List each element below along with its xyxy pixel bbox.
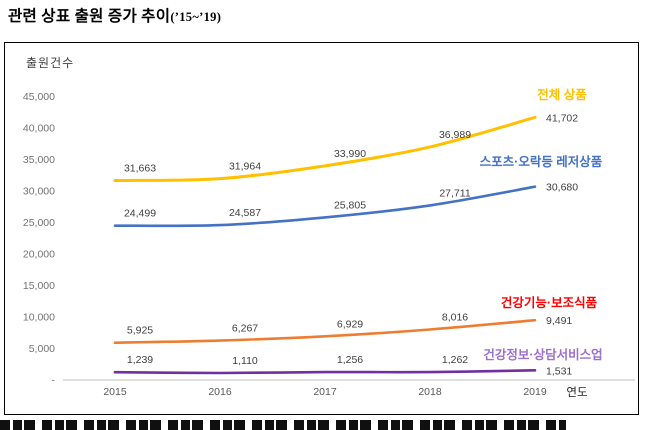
value-label: 36,989 <box>439 129 471 141</box>
x-tick-label: 2017 <box>313 386 337 398</box>
y-tick-label: 45,000 <box>23 91 55 103</box>
value-label: 6,267 <box>232 323 258 335</box>
y-tick-label: 25,000 <box>23 217 55 229</box>
y-axis-title: 출원건수 <box>26 56 74 70</box>
value-label: 8,016 <box>442 311 468 323</box>
value-label: 31,964 <box>229 161 261 173</box>
page-title-text: 관련 상표 출원 증가 추이 <box>8 8 171 25</box>
y-tick-label: 40,000 <box>23 123 55 135</box>
value-label: 1,262 <box>442 354 468 366</box>
value-label: 24,499 <box>124 208 156 220</box>
y-tick-label: 5,000 <box>29 343 55 355</box>
value-label: 31,663 <box>124 163 156 175</box>
series-name-label-0: 전체 상품 <box>537 87 587 102</box>
value-label: 1,110 <box>232 355 258 367</box>
value-label: 41,702 <box>546 112 578 124</box>
x-tick-label: 2019 <box>523 386 547 398</box>
x-tick-label: 2015 <box>103 386 127 398</box>
y-tick-label: 10,000 <box>23 312 55 324</box>
value-label: 1,256 <box>337 354 363 366</box>
series-name-label-3: 건강정보·상담서비스업 <box>483 347 602 362</box>
y-tick-label: 20,000 <box>23 249 55 261</box>
y-tick-label: - <box>52 375 56 387</box>
value-label: 6,929 <box>337 318 363 330</box>
series-line-2 <box>113 318 537 344</box>
y-tick-label: 15,000 <box>23 280 55 292</box>
value-label: 5,925 <box>127 325 153 337</box>
page-title: 관련 상표 출원 증가 추이(’15~’19) <box>8 4 221 26</box>
x-axis-title: 연도 <box>566 386 587 399</box>
series-line-3 <box>113 369 537 375</box>
series-name-label-2: 건강기능·보조식품 <box>501 295 598 310</box>
series-line-1 <box>113 185 537 228</box>
value-label: 24,587 <box>229 207 261 219</box>
line-chart: 45,000 40,000 35,000 30,000 25,000 20,000 15,0… <box>23 56 635 399</box>
x-tick-label: 2018 <box>418 386 442 398</box>
value-label: 33,990 <box>334 148 366 160</box>
chart-container: 45,000 40,000 35,000 30,000 25,000 20,000 15,0… <box>4 42 639 415</box>
page-title-period: (’15~’19) <box>170 10 222 24</box>
x-tick-label: 2016 <box>208 386 232 398</box>
series-name-label-1: 스포츠·오락등 레저상품 <box>480 154 603 169</box>
value-label: 9,491 <box>546 315 572 327</box>
value-label: 30,680 <box>546 182 578 194</box>
value-label: 25,805 <box>334 199 366 211</box>
value-label: 1,239 <box>127 354 153 366</box>
y-tick-label: 30,000 <box>23 186 55 198</box>
series-line-0 <box>113 115 537 183</box>
value-label: 1,531 <box>546 365 572 377</box>
value-label: 27,711 <box>439 187 470 199</box>
y-tick-label: 35,000 <box>23 154 55 166</box>
clipped-text-strip <box>0 420 566 430</box>
